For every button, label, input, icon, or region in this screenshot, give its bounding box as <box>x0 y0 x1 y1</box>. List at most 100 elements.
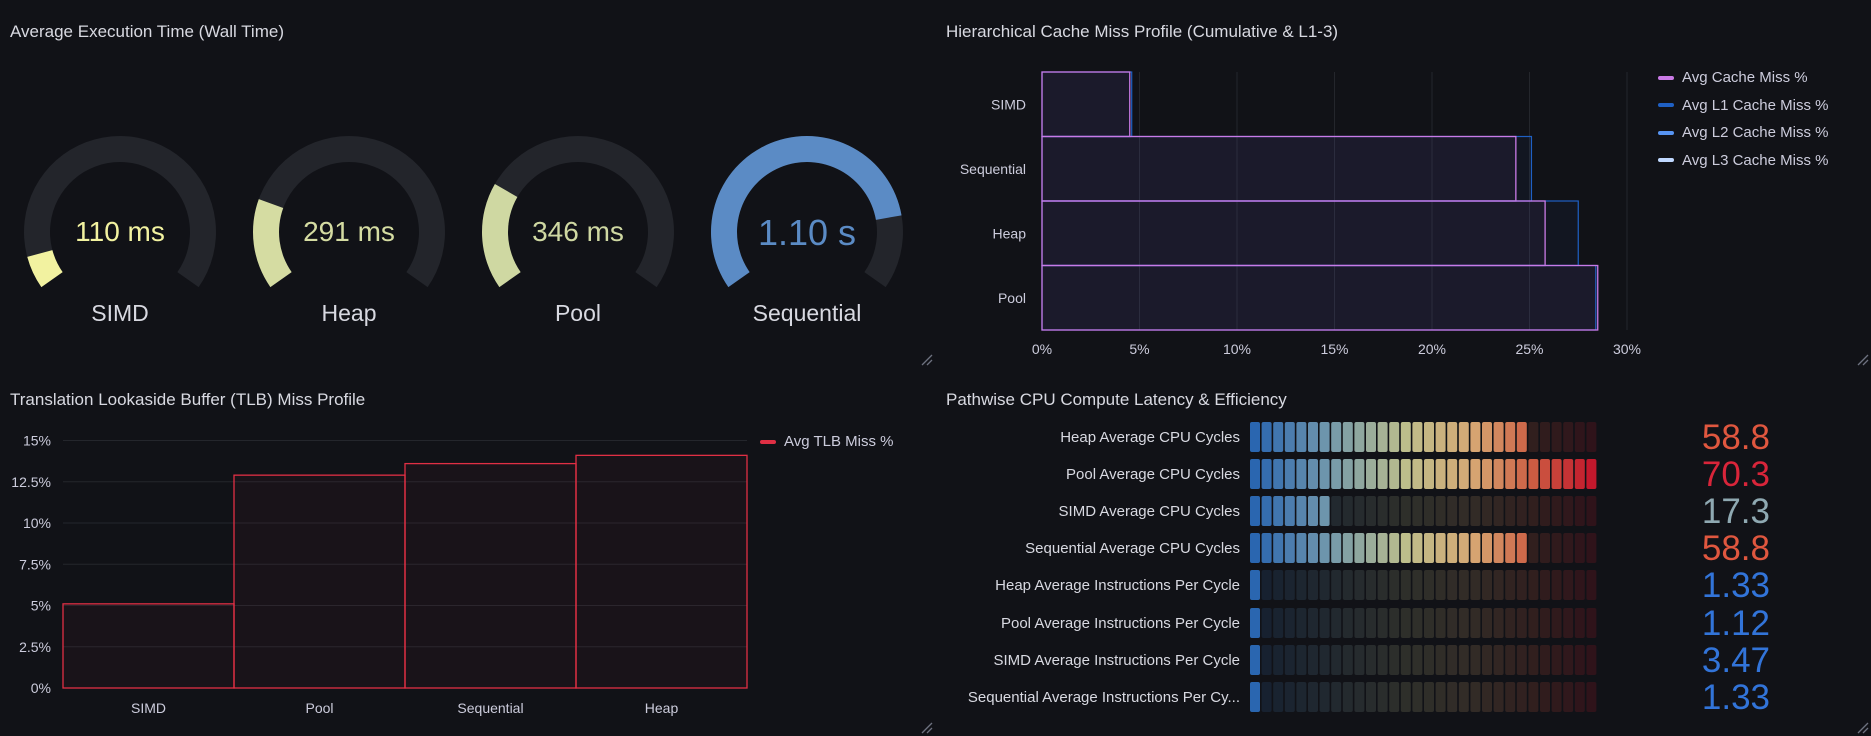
bar-gauge <box>1250 644 1597 675</box>
bar-gauge-cell <box>1551 459 1562 490</box>
legend-item[interactable]: Avg TLB Miss % <box>760 428 893 456</box>
bar-gauge-cell <box>1331 570 1342 601</box>
bar-gauge-cell <box>1551 422 1562 452</box>
bar-gauge-cell <box>1284 570 1295 601</box>
bar-gauge-cell <box>1377 422 1388 452</box>
bar-gauge <box>1250 459 1597 490</box>
bar-gauge-cell <box>1354 422 1365 452</box>
legend-item[interactable]: Avg L2 Cache Miss % <box>1658 119 1828 147</box>
bar-gauge-cell <box>1377 459 1388 490</box>
bar-gauge-cell <box>1493 422 1504 452</box>
bar-gauge-cell <box>1540 459 1550 490</box>
bar-gauge-cell <box>1482 607 1492 638</box>
bar-gauge-cell <box>1273 681 1284 712</box>
bar-gauge-cell <box>1342 570 1353 601</box>
bar-gauge-cell <box>1528 459 1539 490</box>
resize-handle-icon[interactable] <box>919 720 933 734</box>
bar-gauge-cell <box>1574 607 1585 638</box>
bar-gauge-cell <box>1516 496 1527 527</box>
bar-gauge <box>1250 533 1597 564</box>
legend-item[interactable]: Avg Cache Miss % <box>1658 64 1828 92</box>
bar-gauge-cell <box>1273 422 1284 452</box>
bar-gauge-cell <box>1412 607 1423 638</box>
bar-gauge-cell <box>1412 459 1423 490</box>
bar-gauge-cell <box>1261 681 1272 712</box>
bar-gauge-cell <box>1482 681 1492 712</box>
bar-gauge-cell <box>1586 533 1597 564</box>
x-tick-label: 25% <box>1515 341 1543 357</box>
cache-miss-panel: Hierarchical Cache Miss Profile (Cumulat… <box>936 0 1871 368</box>
gauge-arc <box>711 136 903 288</box>
panel-title[interactable]: Translation Lookaside Buffer (TLB) Miss … <box>10 390 366 409</box>
bar-gauge-value: 1.33 <box>1701 566 1770 606</box>
bar-gauge-cell <box>1586 644 1597 675</box>
bar-gauge-cell <box>1261 644 1272 675</box>
bar-gauge-cell <box>1563 570 1574 601</box>
legend-swatch-icon <box>760 439 776 444</box>
panel-title[interactable]: Average Execution Time (Wall Time) <box>10 22 284 41</box>
gauge-label: Pool <box>554 300 602 326</box>
bar-gauge-cell <box>1482 422 1492 452</box>
bar-gauge-cell <box>1261 459 1272 490</box>
x-tick-label: 0% <box>1032 341 1052 357</box>
bar-gauge-cell <box>1493 496 1504 527</box>
bar-gauge-label: Pool Average Instructions Per Cycle <box>1000 614 1240 632</box>
bar-gauge-cell <box>1586 607 1597 638</box>
legend-swatch-icon <box>1658 103 1674 108</box>
bar-gauge-cell <box>1563 607 1574 638</box>
bar-gauge-cell <box>1435 681 1446 712</box>
bar-tlb-miss <box>62 603 235 689</box>
bar-gauge <box>1250 681 1597 712</box>
bar-gauge <box>1250 422 1597 452</box>
legend-item[interactable]: Avg L3 Cache Miss % <box>1658 147 1828 175</box>
bar-gauge-cell <box>1284 681 1295 712</box>
resize-handle-icon[interactable] <box>919 352 933 366</box>
bar-gauge-cell <box>1574 681 1585 712</box>
resize-handle-icon[interactable] <box>1855 352 1869 366</box>
y-tick-label: 15% <box>23 433 51 449</box>
bar-gauge-cell <box>1273 644 1284 675</box>
bar-gauge-cell <box>1331 422 1342 452</box>
bar-gauge-cell <box>1354 496 1365 527</box>
bar-gauge-cell <box>1551 644 1562 675</box>
bar-gauge-cell <box>1447 459 1458 490</box>
bar-gauge-cell <box>1354 607 1365 638</box>
bar-gauge-cell <box>1447 496 1458 527</box>
bar-gauge-cell <box>1563 533 1574 564</box>
bar-gauge-cell <box>1296 570 1307 601</box>
x-category-label: Sequential <box>457 700 523 716</box>
legend-swatch-icon <box>1658 130 1674 135</box>
bar-gauge-value: 3.47 <box>1701 640 1770 680</box>
cache-miss-chart: 0% 5% 10% 15% 20% 25% 30% SIMD Sequential Heap Poo… <box>960 71 1641 357</box>
bar-gauge-cell <box>1273 533 1284 564</box>
gauge-value: 291 ms <box>303 216 395 247</box>
bar-gauge-cell <box>1319 681 1330 712</box>
bar-gauge-cell <box>1447 570 1458 601</box>
panel-title[interactable]: Pathwise CPU Compute Latency & Efficienc… <box>946 390 1287 409</box>
bar-gauge-cell <box>1366 533 1376 564</box>
bar-gauge-cell <box>1308 681 1318 712</box>
bar-gauge-cell <box>1261 533 1272 564</box>
bar-gauge-cell <box>1540 681 1550 712</box>
bar-cache-miss <box>1041 135 1517 202</box>
bar-gauge-cell <box>1296 607 1307 638</box>
bar-gauge-value: 1.33 <box>1701 677 1770 717</box>
bar-gauge-label: Sequential Average Instructions Per Cy..… <box>967 688 1240 706</box>
y-category-label: Heap <box>993 225 1027 241</box>
legend-label: Avg TLB Miss % <box>784 433 894 451</box>
gauge-value: 110 ms <box>75 216 165 247</box>
bar-gauge-cell <box>1540 570 1550 601</box>
bar-gauge-cell <box>1250 644 1260 675</box>
bar-gauge-cell <box>1447 607 1458 638</box>
bar-gauge-cell <box>1308 533 1318 564</box>
legend-item[interactable]: Avg L1 Cache Miss % <box>1658 92 1828 120</box>
bar-gauge-cell <box>1574 570 1585 601</box>
resize-handle-icon[interactable] <box>1855 720 1869 734</box>
bar-gauge-cell <box>1377 570 1388 601</box>
bar-gauge-cell <box>1563 644 1574 675</box>
bar-gauge-cell <box>1424 496 1434 527</box>
bar-gauge-cell <box>1435 459 1446 490</box>
bar-gauge-cell <box>1273 570 1284 601</box>
panel-title[interactable]: Hierarchical Cache Miss Profile (Cumulat… <box>946 22 1339 41</box>
bar-gauge-cell <box>1563 496 1574 527</box>
